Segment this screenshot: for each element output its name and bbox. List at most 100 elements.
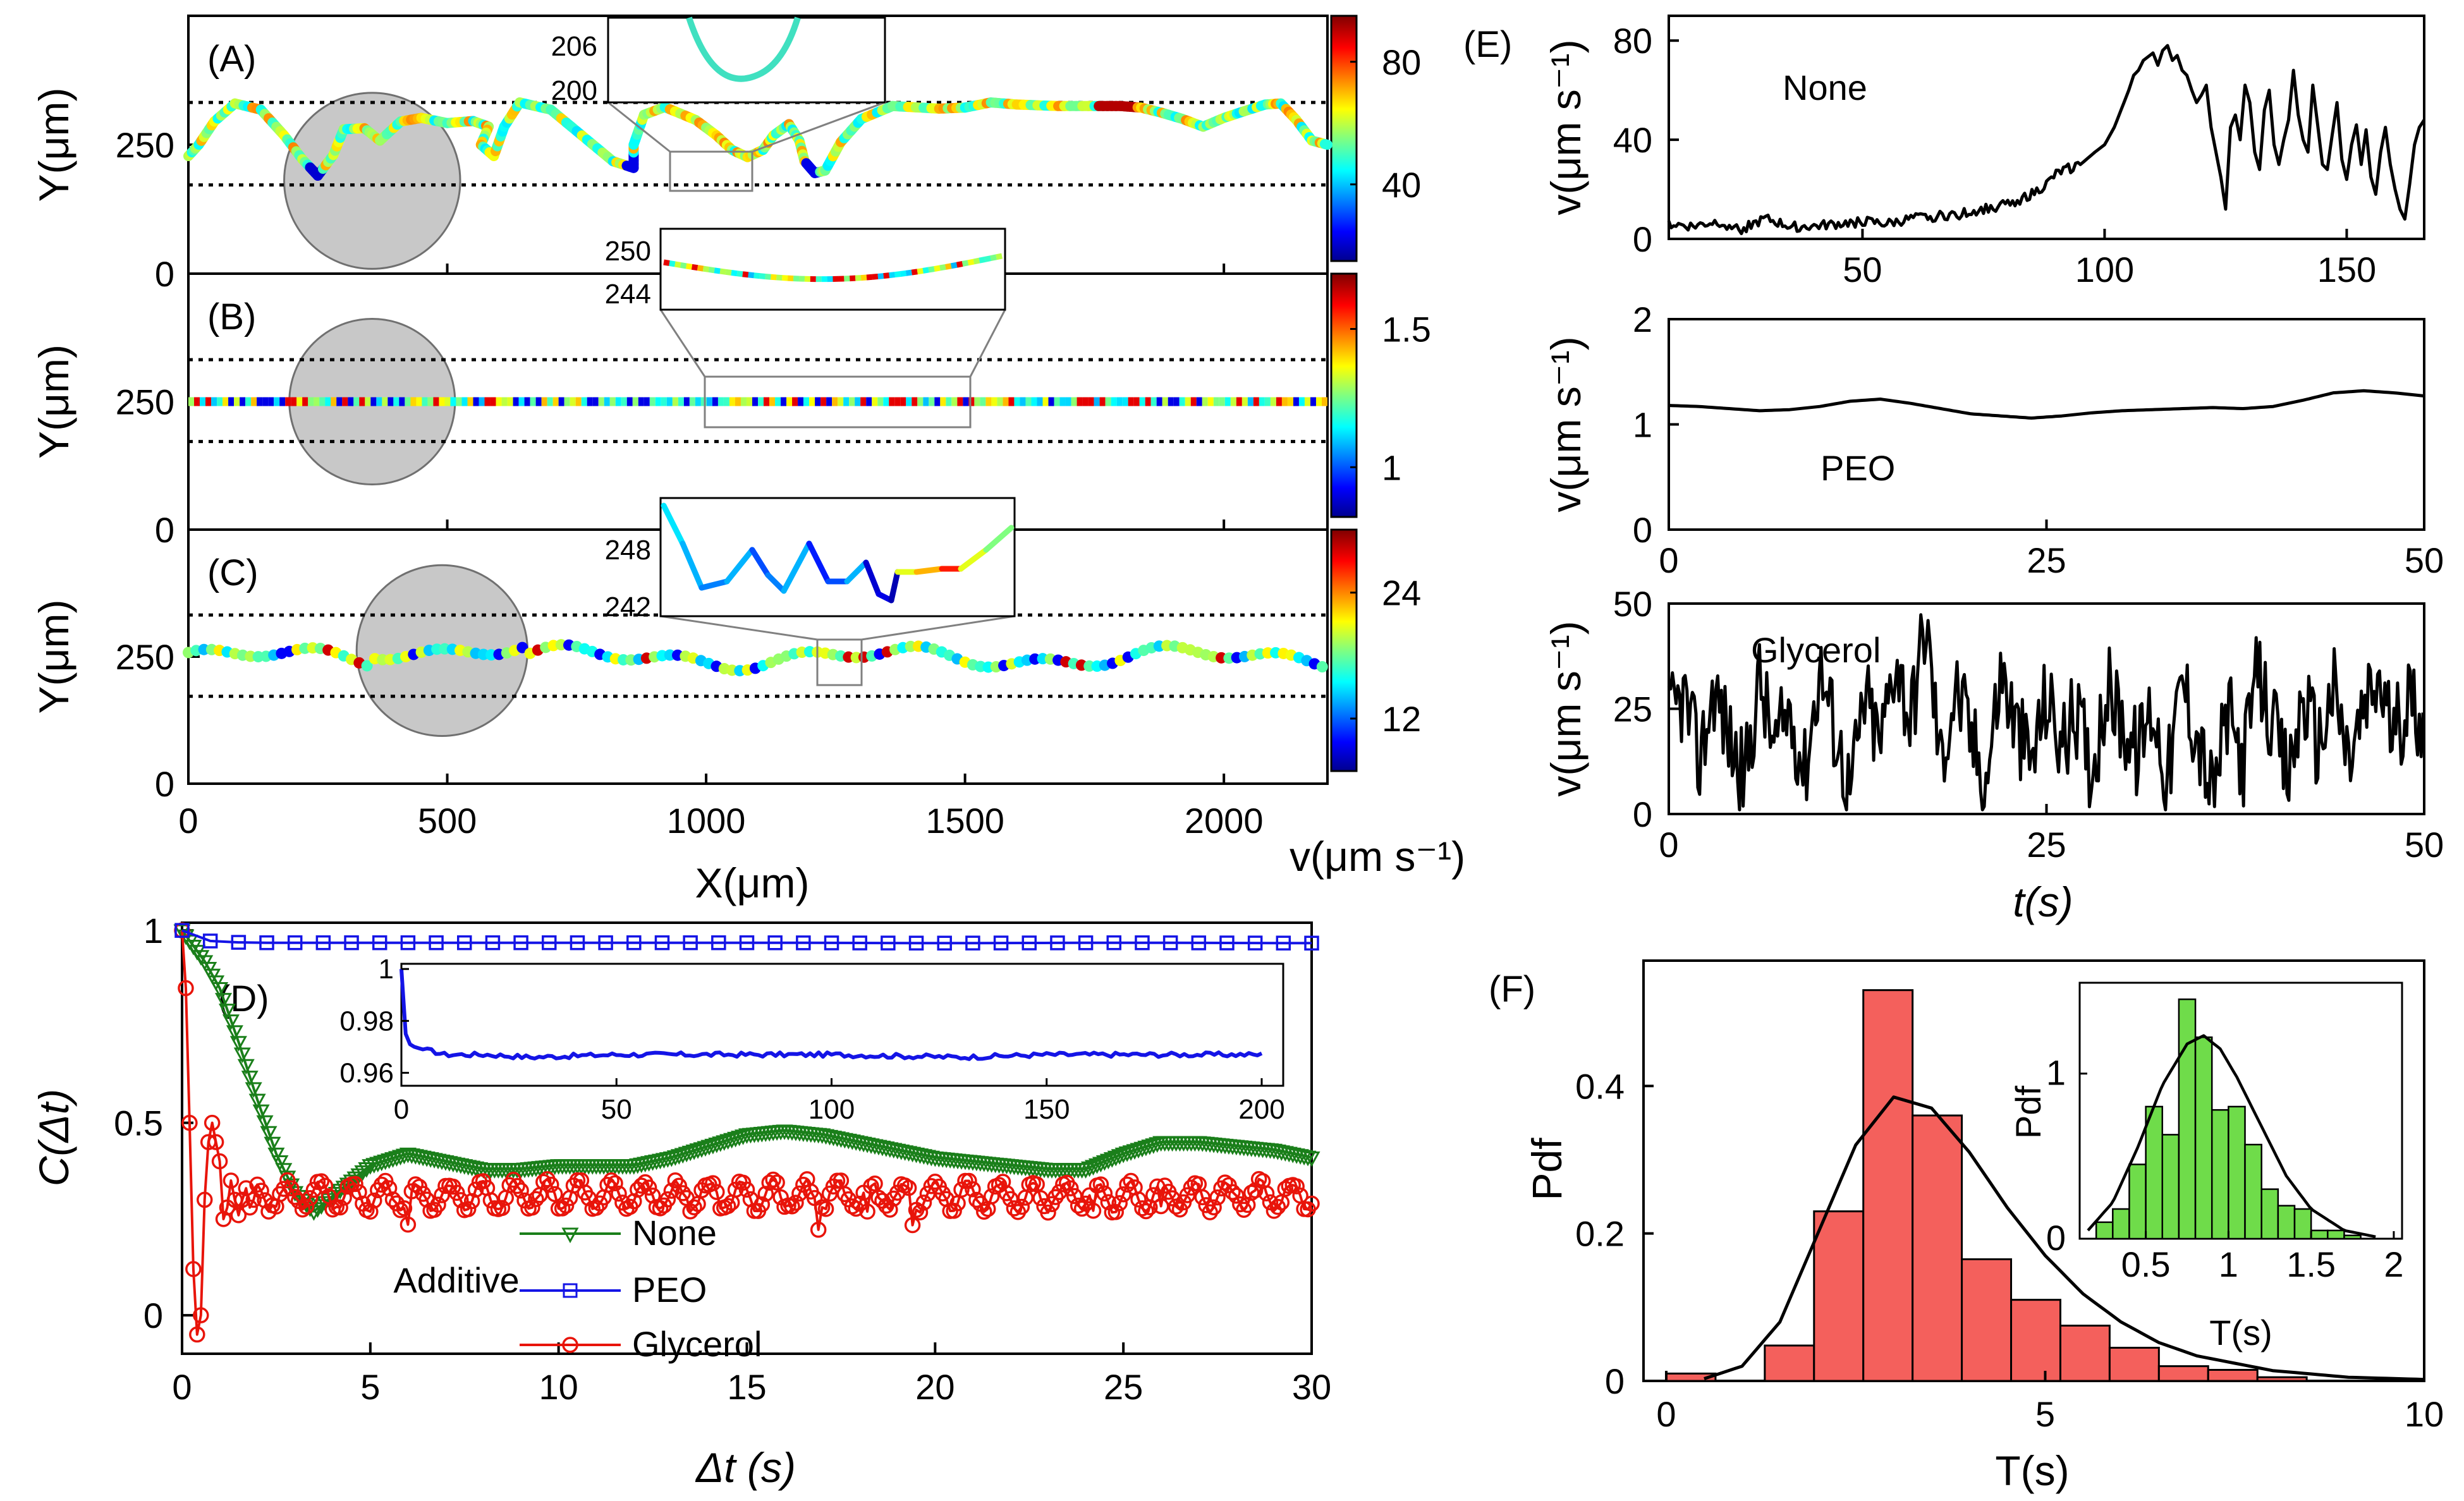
x-tick-label: 100 [2075, 250, 2134, 289]
data-point [1145, 1138, 1162, 1154]
panel-label: (F) [1489, 969, 1535, 1010]
data-point [570, 935, 585, 951]
trajectory-point [1316, 661, 1328, 673]
data-point [358, 1162, 375, 1178]
y-tick-label: 1 [143, 911, 163, 951]
data-point [900, 1179, 917, 1196]
y-tick-label: 2 [1633, 300, 1652, 339]
data-point [381, 1153, 398, 1169]
data-point [336, 1189, 352, 1206]
panel-label: (C) [207, 552, 259, 593]
fit-curve [1704, 1095, 2425, 1382]
data-point [238, 1180, 255, 1196]
zoom-connector [969, 309, 1006, 377]
data-point [946, 1203, 962, 1219]
data-point [867, 1175, 883, 1192]
data-point [1107, 1203, 1125, 1220]
data-point [283, 1178, 300, 1194]
data-point [362, 1159, 379, 1175]
x-tick-label: 5 [360, 1367, 380, 1407]
axes-frame [1668, 318, 2425, 531]
data-point [666, 1150, 684, 1166]
legend-marker-glycerol [562, 1337, 578, 1353]
x-tick-label: 50 [2405, 540, 2444, 580]
data-point [312, 1199, 330, 1215]
data-point [603, 1172, 619, 1189]
inset-y-tick-label: 244 [605, 279, 651, 310]
data-point [185, 1261, 202, 1277]
subplot-annotation: PEO [1821, 448, 1895, 488]
subplot-annotation: None [1783, 68, 1867, 107]
colorbar-tick-label: 12 [1382, 699, 1421, 739]
data-point [211, 1153, 228, 1170]
data-point [700, 1139, 718, 1156]
y-tick-label: 0 [155, 510, 174, 550]
histogram-bar [1764, 1344, 1815, 1382]
data-point [784, 1198, 800, 1215]
data-point [347, 1176, 363, 1193]
histogram-bar [1961, 1258, 2013, 1382]
inset-trajectory-segment [958, 547, 989, 572]
inset-trajectory-segment [956, 261, 963, 268]
inset-trajectory-segment [781, 275, 788, 281]
data-point [174, 923, 190, 938]
y-axis-label: v(μm s⁻¹) [1542, 336, 1589, 512]
data-point [317, 1177, 334, 1194]
data-point [704, 1138, 722, 1155]
x-tick-label: 0 [178, 801, 198, 841]
inset-trajectory-segment [685, 263, 693, 270]
inset-trajectory-segment [742, 271, 749, 278]
colorbar-tick-label: 80 [1382, 42, 1421, 82]
series-line [1668, 389, 2425, 420]
data-point [1006, 1200, 1023, 1217]
data-point [599, 1177, 616, 1193]
data-point [712, 1136, 729, 1152]
x-tick-label: 20 [915, 1367, 954, 1407]
y-tick-label: 250 [116, 637, 174, 677]
trajectory-a [183, 97, 1333, 181]
inset-histogram-bar [2128, 1164, 2147, 1240]
data-point [719, 1134, 737, 1150]
inset-trajectory-segment [759, 273, 766, 279]
data-point [1162, 935, 1178, 951]
colorbar-tick-label: 1 [1382, 447, 1401, 487]
data-point [354, 1165, 372, 1181]
inset-trajectory-segment [719, 268, 726, 275]
inset-trajectory-segment [996, 253, 1003, 260]
data-point [685, 1144, 703, 1160]
inset-trajectory-segment [855, 275, 862, 281]
inset-trajectory-segment [945, 263, 952, 270]
inset-trajectory-segment [708, 267, 715, 274]
data-point [1118, 1146, 1136, 1162]
data-point [233, 1047, 251, 1064]
data-point [1130, 1191, 1147, 1208]
data-point [1114, 1147, 1132, 1164]
inset-trajectory-segment [889, 272, 896, 279]
data-point [1130, 1143, 1147, 1159]
inset-trajectory-segment [967, 258, 975, 266]
data-point [1303, 1195, 1320, 1212]
y-tick-label: 25 [1613, 690, 1652, 729]
inset-x-axis-label: T(s) [2209, 1313, 2272, 1352]
inset-trajectory-segment [748, 272, 755, 279]
inset-trajectory-segment [661, 502, 686, 547]
histogram-bar [1813, 1210, 1865, 1382]
data-point [686, 1199, 702, 1216]
data-point [237, 1059, 255, 1075]
histogram-bar [2010, 1299, 2061, 1382]
data-point [994, 1174, 1011, 1190]
legend-marker-none [561, 1227, 579, 1244]
x-tick-label: 30 [1292, 1367, 1331, 1407]
y-tick-label: 0.5 [114, 1103, 163, 1143]
y-axis-label: Y(μm) [30, 600, 77, 714]
x-tick-label: 50 [2405, 825, 2444, 865]
data-point [324, 1201, 341, 1218]
data-point [1247, 935, 1263, 951]
data-point [241, 1199, 258, 1216]
data-point [689, 1143, 707, 1159]
data-point [937, 935, 952, 951]
histogram-bar [2157, 1365, 2209, 1382]
